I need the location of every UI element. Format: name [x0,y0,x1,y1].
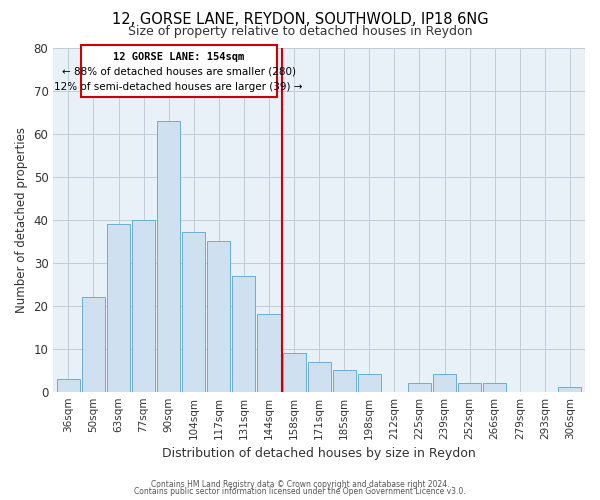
Bar [132,220,155,392]
Text: ← 88% of detached houses are smaller (280): ← 88% of detached houses are smaller (28… [62,67,296,77]
Bar [157,120,180,392]
Text: 12, GORSE LANE, REYDON, SOUTHWOLD, IP18 6NG: 12, GORSE LANE, REYDON, SOUTHWOLD, IP18 … [112,12,488,28]
Text: Size of property relative to detached houses in Reydon: Size of property relative to detached ho… [128,25,472,38]
Bar [57,379,80,392]
Bar [358,374,381,392]
Text: 12% of semi-detached houses are larger (39) →: 12% of semi-detached houses are larger (… [55,82,303,92]
Bar [332,370,356,392]
Bar [458,383,481,392]
Bar [559,388,581,392]
Bar [82,297,105,392]
Bar [232,276,256,392]
Bar [308,362,331,392]
Text: Contains public sector information licensed under the Open Government Licence v3: Contains public sector information licen… [134,487,466,496]
Bar [433,374,456,392]
Y-axis label: Number of detached properties: Number of detached properties [15,126,28,312]
X-axis label: Distribution of detached houses by size in Reydon: Distribution of detached houses by size … [162,447,476,460]
Bar [182,232,205,392]
Bar [283,353,305,392]
Bar [207,241,230,392]
Bar [107,224,130,392]
Bar [483,383,506,392]
Bar [257,314,281,392]
Text: 12 GORSE LANE: 154sqm: 12 GORSE LANE: 154sqm [113,52,244,62]
Bar [408,383,431,392]
FancyBboxPatch shape [81,46,277,97]
Text: Contains HM Land Registry data © Crown copyright and database right 2024.: Contains HM Land Registry data © Crown c… [151,480,449,489]
